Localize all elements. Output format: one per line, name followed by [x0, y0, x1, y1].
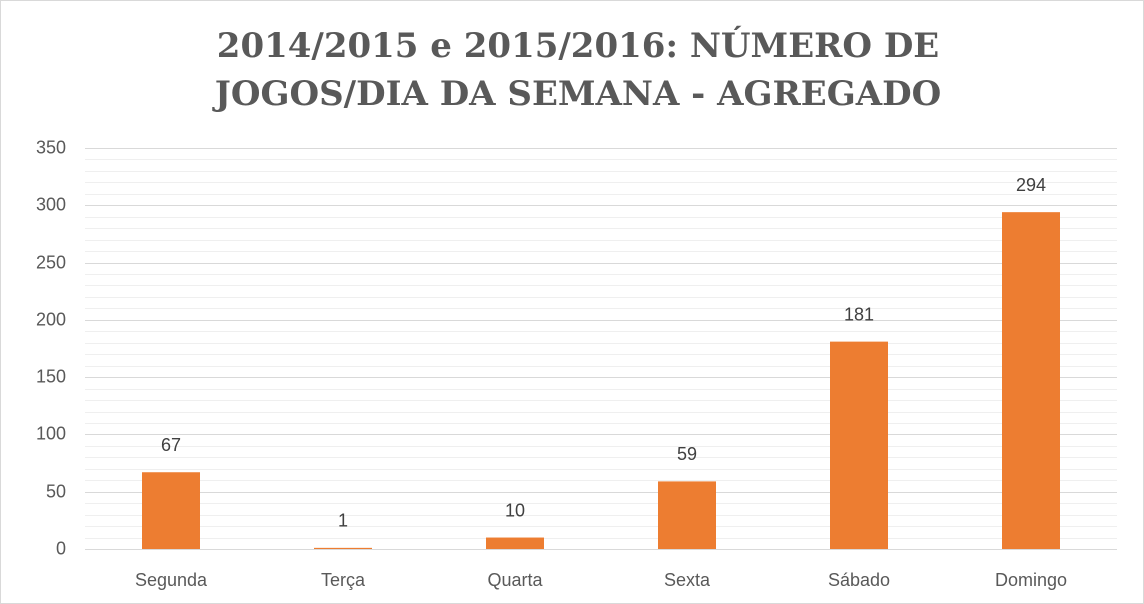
x-tick-label: Sexta [664, 570, 711, 590]
y-tick-label: 0 [56, 538, 66, 558]
y-tick-label: 250 [36, 252, 66, 272]
y-tick-label: 200 [36, 309, 66, 329]
bar [830, 341, 888, 549]
bar [142, 472, 200, 549]
y-tick-label: 50 [46, 481, 66, 501]
data-label: 67 [161, 435, 181, 455]
x-tick-label: Terça [321, 570, 366, 590]
bar [1002, 212, 1060, 549]
data-label: 181 [844, 304, 874, 324]
y-tick-label: 300 [36, 194, 66, 214]
x-tick-label: Sábado [828, 570, 890, 590]
x-tick-label: Quarta [487, 570, 543, 590]
bar [658, 481, 716, 549]
bar [314, 547, 372, 549]
data-label: 294 [1016, 175, 1046, 195]
x-tick-label: Segunda [135, 570, 208, 590]
y-tick-label: 350 [36, 137, 66, 157]
chart-title: 2014/2015 e 2015/2016: NÚMERO DE JOGOS/D… [214, 26, 942, 114]
y-tick-label: 150 [36, 366, 66, 386]
x-tick-label: Domingo [995, 570, 1067, 590]
data-label: 59 [677, 444, 697, 464]
data-label: 10 [505, 500, 525, 520]
y-tick-label: 100 [36, 423, 66, 443]
bar [486, 537, 544, 549]
data-label: 1 [338, 511, 348, 531]
